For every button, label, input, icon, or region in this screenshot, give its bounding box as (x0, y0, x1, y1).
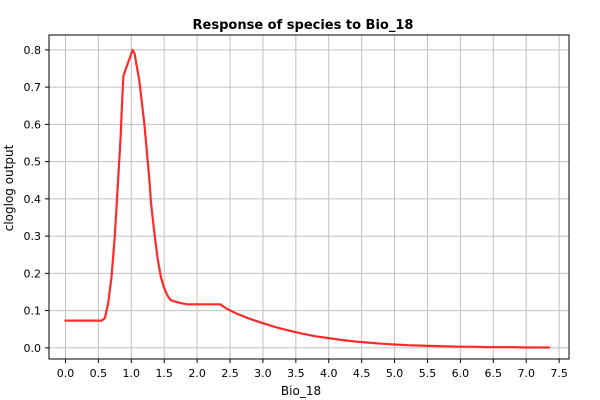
plot-frame (48, 34, 570, 360)
x-tick-label: 0.5 (90, 367, 108, 380)
chart-title: Response of species to Bio_18 (193, 18, 414, 33)
x-axis-title: Bio_18 (281, 384, 321, 398)
x-tick-label: 7.5 (550, 367, 568, 380)
x-tick-label: 1.0 (123, 367, 141, 380)
x-tick-label: 4.5 (353, 367, 371, 380)
y-tick-label: 0.8 (24, 44, 42, 57)
x-tick-label: 6.0 (452, 367, 470, 380)
y-tick-label: 0.3 (24, 230, 42, 243)
x-tick-label: 6.5 (485, 367, 503, 380)
axis-layer: 0.0 0.5 1.0 1.5 2.0 2.5 3.0 3.5 4.0 4.5 5.0 5.5 6.0 6… (24, 44, 568, 380)
y-tick-label: 0.4 (24, 193, 42, 206)
y-tick-label: 0.1 (24, 305, 42, 318)
x-tick-label: 0.0 (57, 367, 75, 380)
x-tick-label: 4.0 (320, 367, 338, 380)
x-tick-label: 7.0 (517, 367, 535, 380)
x-tick-label: 5.0 (386, 367, 404, 380)
x-tick-label: 3.0 (254, 367, 272, 380)
y-tick-label: 0.5 (24, 156, 42, 169)
response-curve-line (64, 48, 551, 349)
x-tick-label: 2.0 (188, 367, 206, 380)
x-tick-label: 3.5 (287, 367, 305, 380)
y-tick-label: 0.6 (24, 118, 42, 131)
y-tick-label: 0.0 (24, 342, 42, 355)
x-tick-label: 5.5 (419, 367, 437, 380)
grid-layer (49, 35, 569, 359)
y-tick-label: 0.2 (24, 267, 42, 280)
y-axis-title: cloglog output (2, 144, 16, 231)
y-tick-label: 0.7 (24, 81, 42, 94)
series-layer (64, 48, 551, 349)
x-tick-label: 2.5 (221, 367, 239, 380)
x-tick-label: 1.5 (155, 367, 173, 380)
